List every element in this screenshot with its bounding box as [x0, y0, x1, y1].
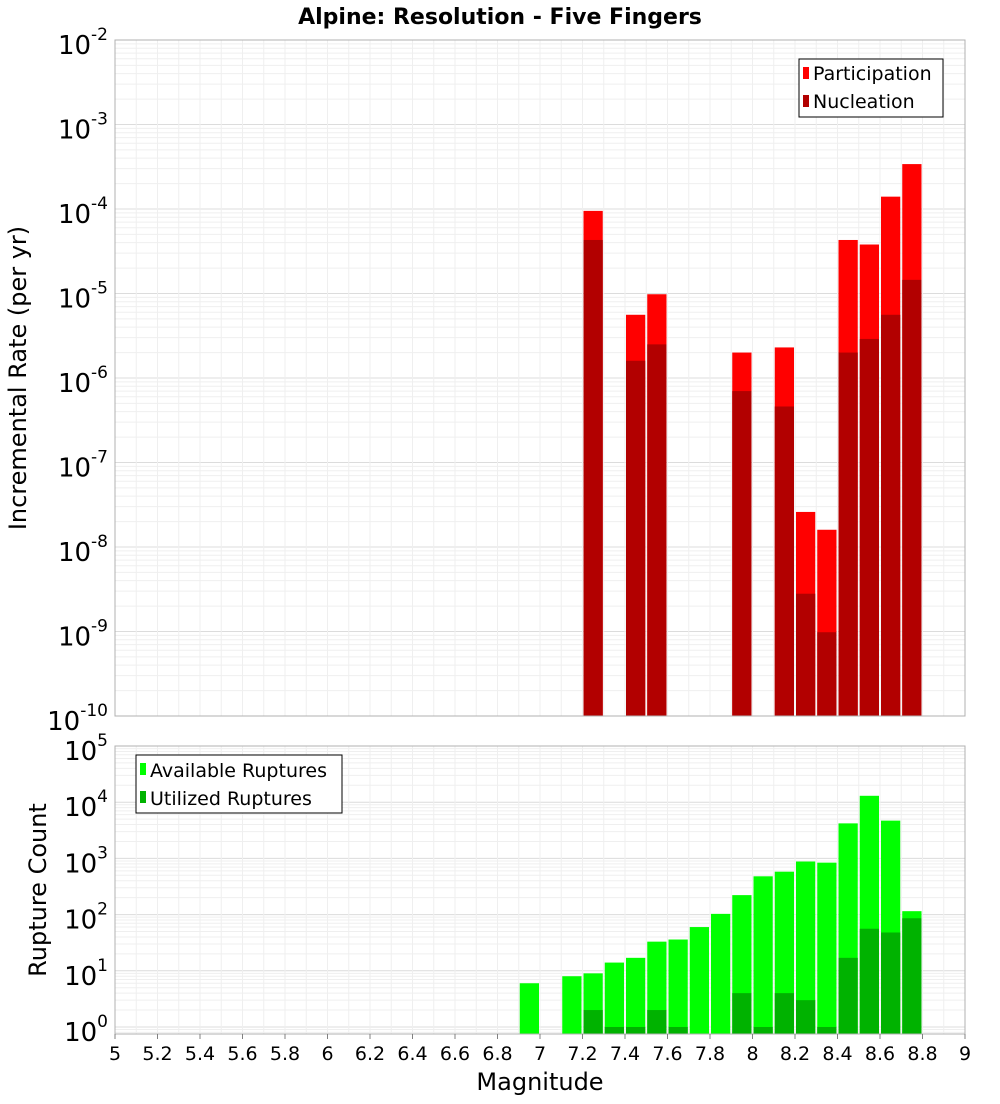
bar-available-ruptures [604, 962, 624, 1034]
bar-utilized-ruptures [774, 993, 794, 1034]
y-tick-label: 102 [64, 900, 108, 936]
x-tick-label: 6.2 [355, 1043, 385, 1065]
available-legend-label: Available Ruptures [150, 760, 327, 782]
bar-utilized-ruptures [881, 932, 901, 1034]
bar-nucleation [859, 338, 879, 716]
y-tick-label: 103 [64, 843, 108, 879]
x-tick-label: 5.8 [270, 1043, 300, 1065]
x-tick-label: 5.6 [227, 1043, 257, 1065]
bottom-y-axis-label: Rupture Count [24, 803, 52, 977]
bar-utilized-ruptures [732, 993, 752, 1034]
x-tick-label: 7.8 [695, 1043, 725, 1065]
bar-nucleation [626, 360, 646, 716]
top-bars [583, 164, 922, 717]
y-tick-label: 10-10 [47, 701, 108, 737]
bar-utilized-ruptures [668, 1026, 688, 1034]
bar-utilized-ruptures [583, 1010, 603, 1034]
bar-nucleation [583, 239, 603, 716]
bottom-bars [519, 795, 922, 1034]
x-tick-label: 8.6 [865, 1043, 895, 1065]
x-tick-label: 9 [959, 1043, 971, 1065]
bar-nucleation [817, 632, 837, 716]
bar-available-ruptures [519, 983, 539, 1034]
bar-utilized-ruptures [604, 1026, 624, 1034]
bar-nucleation [774, 406, 794, 716]
bar-available-ruptures [711, 913, 731, 1034]
bar-available-ruptures [689, 927, 709, 1034]
x-tick-label: 6 [321, 1043, 333, 1065]
x-tick-label: 5.2 [142, 1043, 172, 1065]
y-tick-label: 105 [64, 731, 108, 767]
y-tick-label: 10-2 [58, 25, 108, 61]
bar-utilized-ruptures [753, 1026, 773, 1034]
y-tick-label: 10-8 [58, 532, 108, 568]
bar-nucleation [647, 344, 667, 716]
x-tick-label: 8.4 [822, 1043, 852, 1065]
bar-nucleation [902, 279, 922, 716]
bar-available-ruptures [562, 976, 582, 1034]
bar-utilized-ruptures [817, 1026, 837, 1034]
bar-available-ruptures [796, 861, 816, 1034]
participation-swatch [803, 67, 809, 79]
x-ticks: 5 5.2 5.4 5.6 5.8 6 6.2 6.4 6.6 6.8 7 7.2 7.4 7.6 7.8 8… [109, 1034, 971, 1065]
top-y-axis-label: Incremental Rate (per yr) [4, 226, 32, 530]
x-tick-label: 7 [534, 1043, 546, 1065]
top-plot-border [114, 39, 966, 717]
x-tick-label: 6.4 [397, 1043, 427, 1065]
available-swatch [140, 763, 146, 775]
y-tick-label: 101 [64, 956, 108, 992]
utilized-swatch [140, 791, 146, 803]
utilized-legend-label: Utilized Ruptures [150, 788, 312, 810]
y-tick-label: 10-5 [58, 279, 108, 315]
x-tick-label: 6.8 [482, 1043, 512, 1065]
y-tick-label: 10-9 [58, 617, 108, 653]
x-tick-label: 6.6 [440, 1043, 470, 1065]
chart-title: Alpine: Resolution - Five Fingers [298, 5, 702, 30]
y-tick-label: 10-7 [58, 448, 108, 484]
x-tick-label: 7.6 [652, 1043, 682, 1065]
y-tick-label: 10-3 [58, 110, 108, 146]
bar-nucleation [881, 314, 901, 716]
x-tick-label: 7.2 [567, 1043, 597, 1065]
top-y-ticks: 10-2 10-3 10-4 10-5 10-6 10-7 10-8 10-9 10-10 [47, 25, 108, 737]
x-tick-label: 7.4 [610, 1043, 640, 1065]
y-tick-label: 104 [64, 787, 108, 823]
participation-legend-label: Participation [813, 63, 932, 85]
y-tick-label: 100 [64, 1012, 108, 1048]
nucleation-swatch [803, 95, 809, 107]
bar-utilized-ruptures [838, 957, 858, 1034]
bar-utilized-ruptures [647, 1010, 667, 1034]
top-grid [114, 40, 966, 717]
bar-available-ruptures [668, 939, 688, 1034]
x-tick-label: 5.4 [185, 1043, 215, 1065]
x-tick-label: 8.8 [907, 1043, 937, 1065]
bar-utilized-ruptures [859, 928, 879, 1034]
bar-utilized-ruptures [626, 1026, 646, 1034]
bar-utilized-ruptures [796, 1000, 816, 1034]
bar-nucleation [838, 352, 858, 716]
bar-available-ruptures [753, 876, 773, 1034]
top-legend-box [798, 58, 944, 118]
bar-utilized-ruptures [902, 918, 922, 1034]
x-tick-label: 8.2 [780, 1043, 810, 1065]
x-tick-label: 8 [746, 1043, 758, 1065]
bottom-y-ticks: 105 104 103 102 101 100 [64, 731, 108, 1048]
x-axis-label: Magnitude [476, 1068, 603, 1096]
bar-available-ruptures [817, 862, 837, 1034]
y-tick-label: 10-6 [58, 363, 108, 399]
bar-nucleation [796, 593, 816, 716]
y-tick-label: 10-4 [58, 194, 108, 230]
bar-nucleation [732, 391, 752, 716]
bottom-legend: Available Ruptures Utilized Ruptures [135, 754, 343, 814]
bottom-legend-box [135, 754, 343, 814]
nucleation-legend-label: Nucleation [813, 91, 915, 113]
bar-available-ruptures [626, 957, 646, 1034]
x-tick-label: 5 [109, 1043, 121, 1065]
top-legend: Participation Nucleation [798, 58, 944, 118]
